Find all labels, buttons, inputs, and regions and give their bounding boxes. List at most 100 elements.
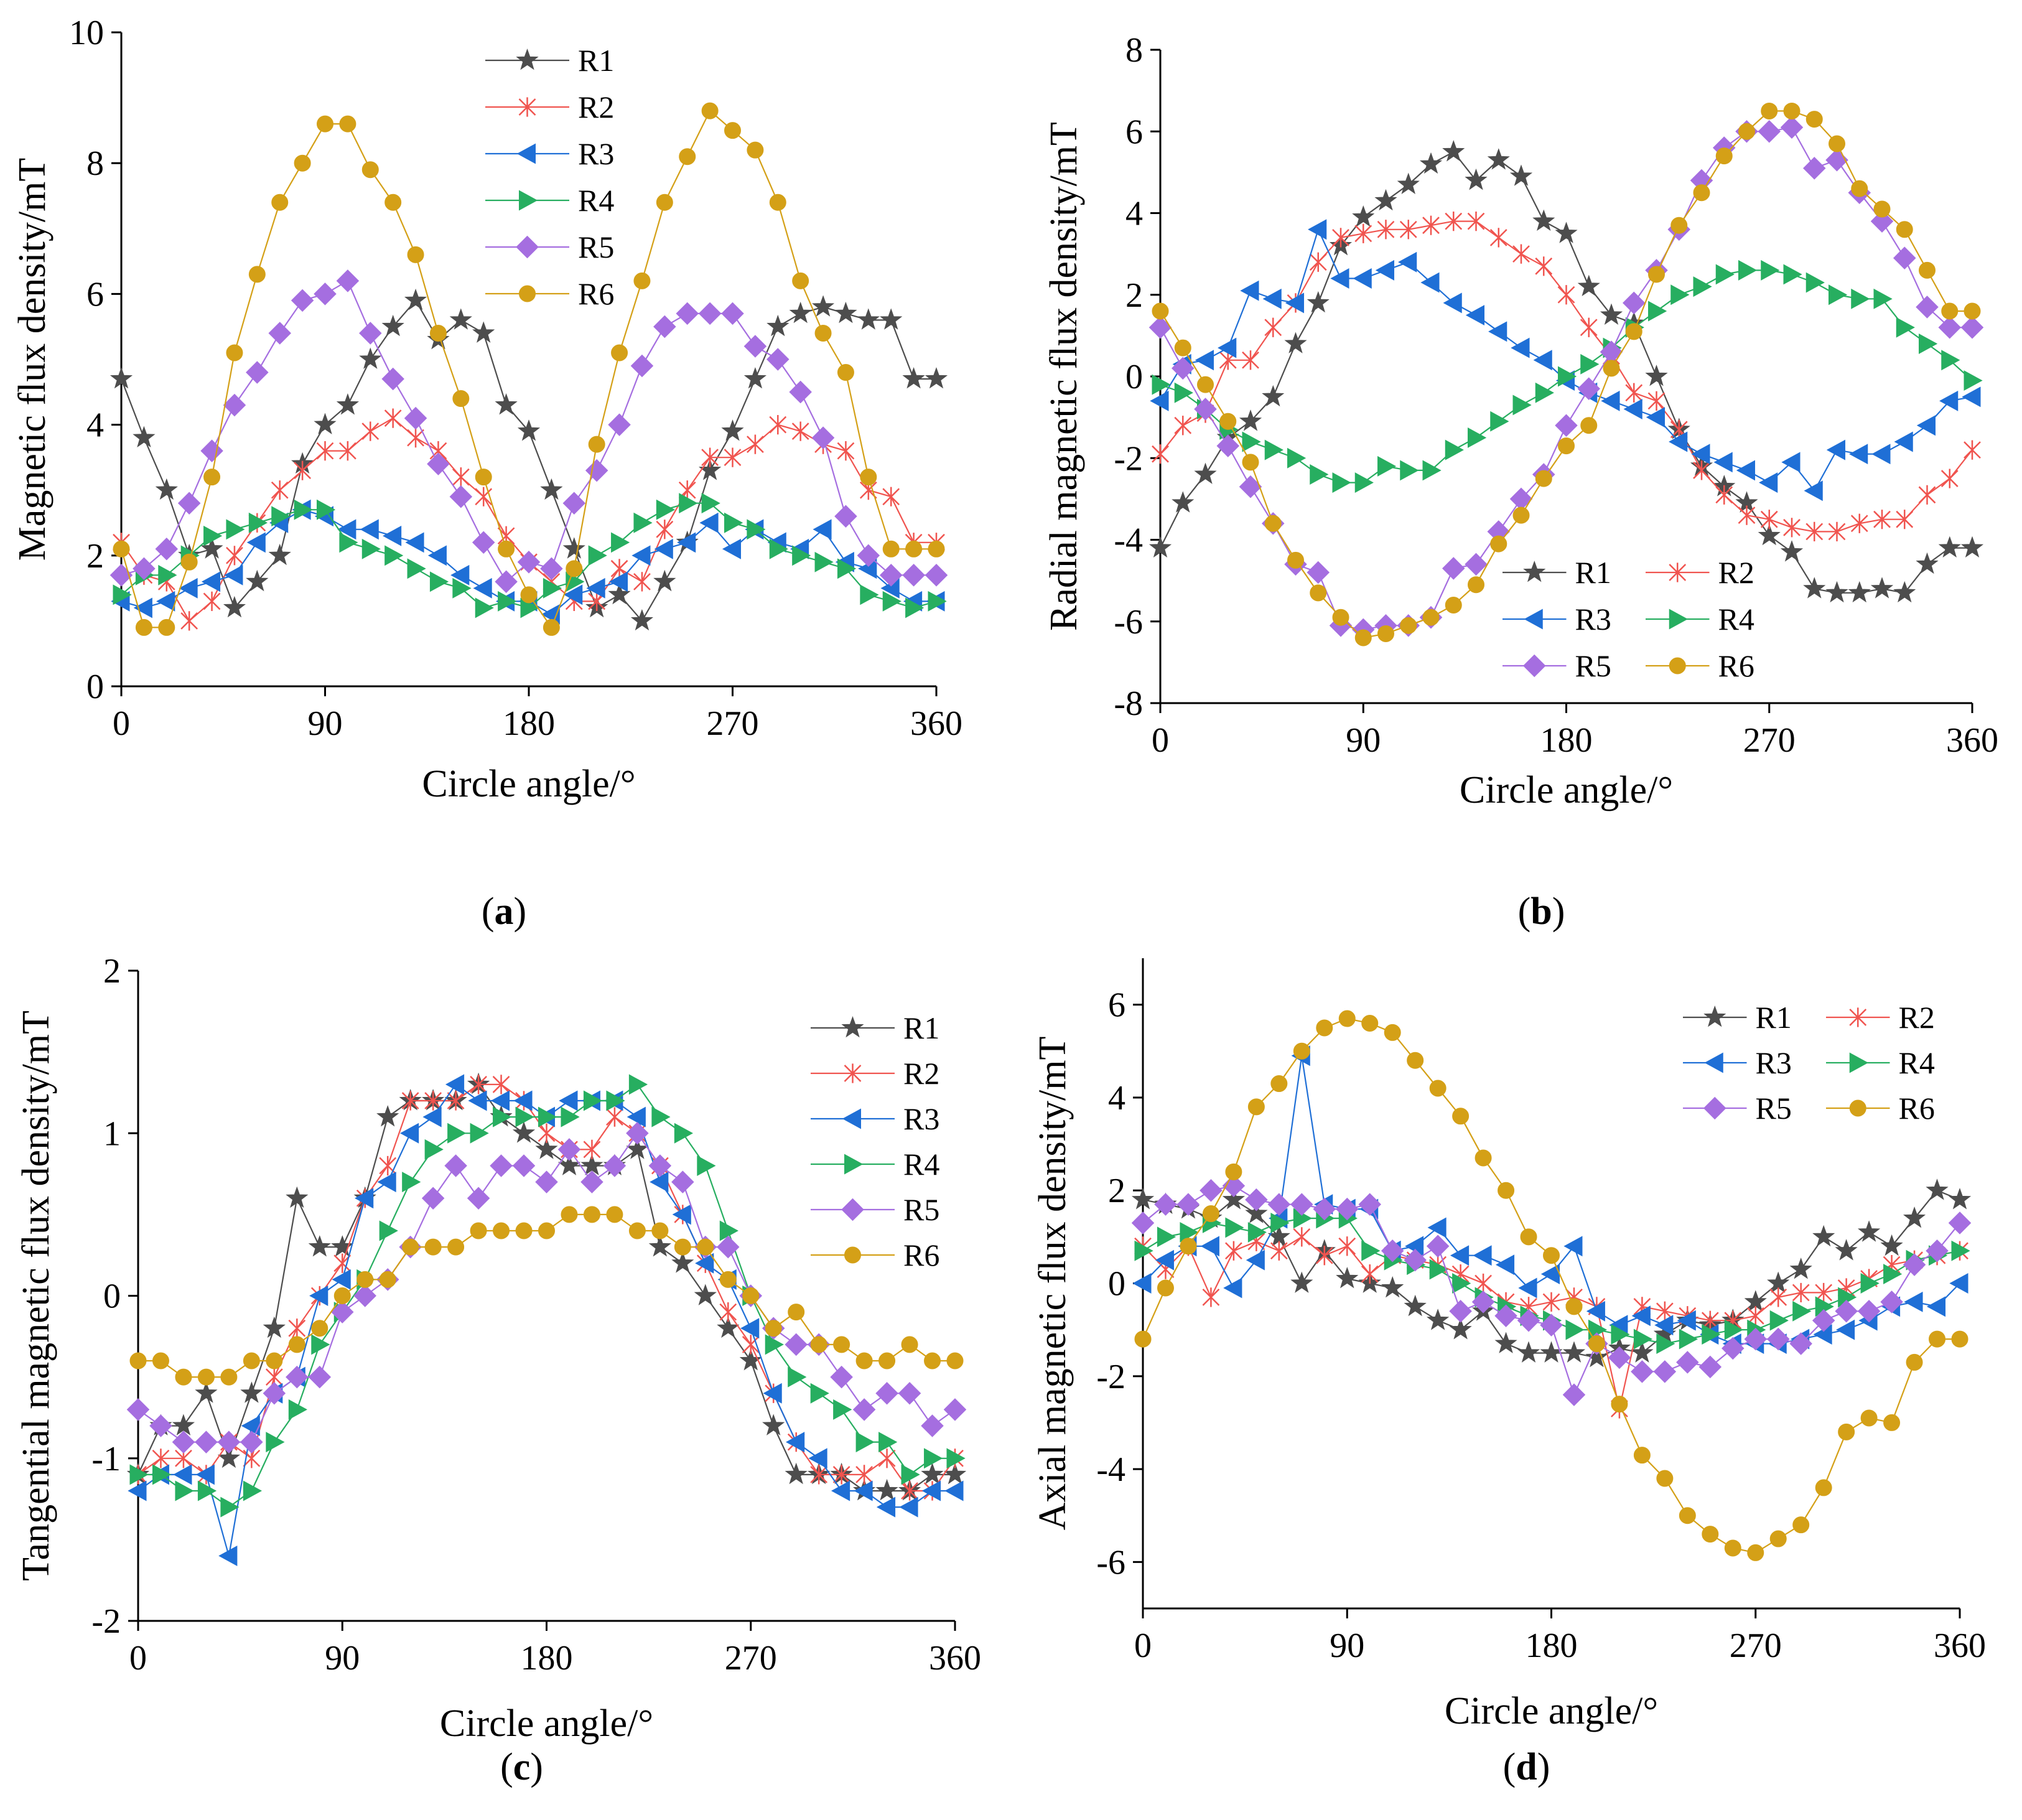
legend-label: R2 xyxy=(1899,1000,1935,1035)
y-tick-label: -2 xyxy=(91,1602,121,1641)
data-point xyxy=(1964,370,1983,391)
data-point xyxy=(1487,148,1510,170)
data-point xyxy=(1702,1324,1721,1345)
panel-b: 0 90 180 270 360 -8 -6 -4 -2 0 2 4 6 8 Circle angle/° R… xyxy=(1043,31,1998,933)
legend-item-r2: R2 xyxy=(1826,1000,1935,1035)
data-point xyxy=(1400,460,1419,481)
data-point xyxy=(603,1154,627,1177)
x-tick-label: 360 xyxy=(1934,1626,1986,1665)
data-point xyxy=(1194,462,1217,484)
data-point xyxy=(152,1464,172,1485)
data-point xyxy=(452,467,470,487)
data-point xyxy=(1835,1319,1855,1340)
legend-label: R3 xyxy=(578,136,614,171)
axes: 0 90 180 270 360 -6 -4 -2 0 2 4 6 xyxy=(1096,958,1986,1665)
data-point xyxy=(1307,561,1330,584)
data-point xyxy=(1929,1330,1946,1348)
data-point xyxy=(1557,285,1575,305)
data-point xyxy=(311,1334,330,1355)
x-axis-title: Circle angle/° xyxy=(440,1702,653,1745)
y-tick-label: -6 xyxy=(1114,603,1143,642)
data-point xyxy=(1157,1279,1174,1297)
data-point xyxy=(1336,1267,1359,1289)
data-point xyxy=(158,564,177,586)
data-point xyxy=(946,1448,966,1469)
data-point xyxy=(1805,272,1825,293)
data-point xyxy=(294,154,311,172)
series-r6 xyxy=(1134,1010,1968,1561)
data-point xyxy=(203,591,221,611)
legend-item-r2: R2 xyxy=(1646,555,1754,590)
data-point xyxy=(1715,485,1733,505)
data-point xyxy=(1829,284,1848,306)
data-point xyxy=(901,1336,918,1353)
data-point xyxy=(1964,302,1981,320)
data-point xyxy=(833,1399,852,1420)
data-point xyxy=(1625,383,1643,403)
legend-marker xyxy=(516,235,539,259)
data-point xyxy=(1676,1351,1699,1374)
data-point xyxy=(789,301,812,324)
y-tick-label: -6 xyxy=(1096,1543,1125,1582)
data-point xyxy=(765,1320,782,1337)
data-point xyxy=(1558,437,1575,455)
legend-label: R2 xyxy=(903,1056,939,1091)
data-point xyxy=(180,611,198,631)
data-point xyxy=(701,447,719,467)
data-point xyxy=(694,1284,717,1305)
legend-label: R5 xyxy=(903,1192,939,1227)
data-point xyxy=(1290,1271,1313,1293)
data-point xyxy=(1792,1516,1810,1534)
data-point xyxy=(1407,1052,1424,1069)
data-point xyxy=(540,478,563,500)
data-point xyxy=(586,577,605,599)
data-point xyxy=(467,1187,490,1210)
data-point xyxy=(1332,228,1349,248)
data-point xyxy=(1804,480,1823,502)
data-point xyxy=(1562,1383,1586,1406)
data-point xyxy=(1338,1236,1356,1256)
data-point xyxy=(588,545,607,566)
data-point xyxy=(113,584,132,605)
data-point xyxy=(1132,1273,1152,1294)
data-point xyxy=(384,545,404,566)
legend-marker xyxy=(1849,1099,1866,1117)
data-point xyxy=(1543,1247,1560,1264)
x-axis-title: Circle angle/° xyxy=(422,763,635,805)
y-tick-label: 6 xyxy=(86,275,104,314)
data-point xyxy=(810,1383,829,1404)
legend-item-r6: R6 xyxy=(485,276,614,311)
data-point xyxy=(379,1271,396,1288)
data-point xyxy=(1540,1341,1563,1363)
data-point xyxy=(1805,521,1824,541)
data-point xyxy=(1654,1315,1674,1336)
data-point xyxy=(1422,609,1440,626)
data-point xyxy=(1223,1277,1242,1299)
x-tick-label: 180 xyxy=(1526,1626,1578,1665)
series-r5 xyxy=(1131,1174,1972,1406)
data-point xyxy=(1926,1296,1946,1317)
legend: R1 R2 R3 R4 R5 R6 xyxy=(485,43,614,311)
data-point xyxy=(719,1220,738,1241)
data-point xyxy=(1588,1335,1605,1353)
data-point xyxy=(1512,506,1530,524)
data-point xyxy=(498,590,517,612)
data-point xyxy=(407,428,424,448)
data-point xyxy=(608,413,631,436)
data-point xyxy=(1377,455,1397,477)
data-point xyxy=(490,1090,510,1111)
data-point xyxy=(226,546,243,566)
y-tick-label: 2 xyxy=(86,537,104,576)
data-point xyxy=(195,1381,218,1403)
data-point xyxy=(1803,577,1826,599)
data-point xyxy=(271,480,289,500)
data-point xyxy=(1445,212,1463,231)
x-axis-title: Circle angle/° xyxy=(1460,769,1673,811)
data-point xyxy=(333,1253,352,1273)
data-point xyxy=(1375,259,1394,281)
data-point xyxy=(724,447,742,467)
data-point xyxy=(739,1348,762,1371)
data-point xyxy=(1851,180,1868,197)
panel-caption: (c) xyxy=(500,1746,543,1788)
data-point xyxy=(1896,317,1915,338)
